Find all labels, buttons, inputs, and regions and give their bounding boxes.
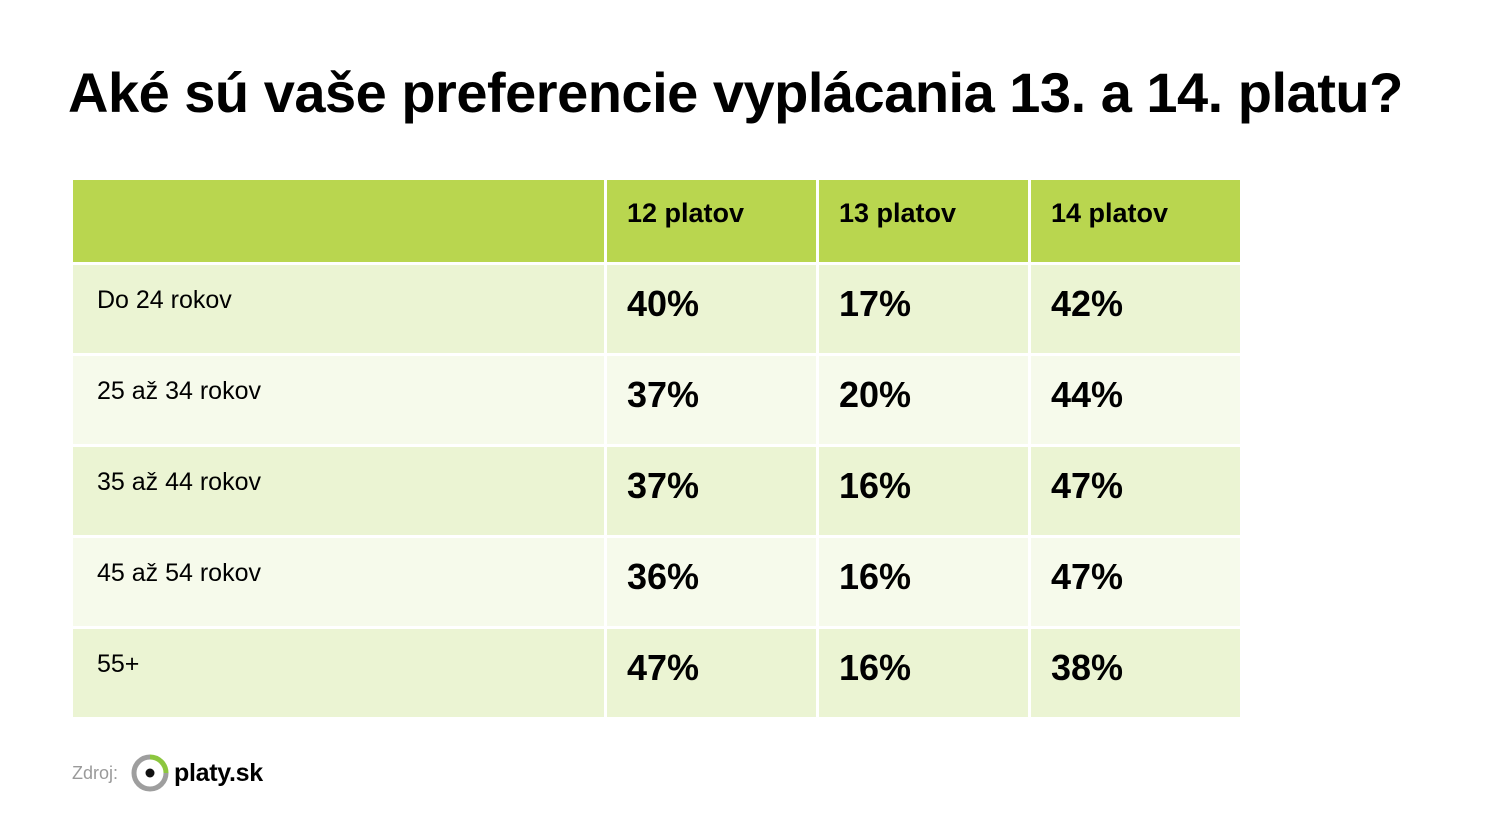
percentage-value: 40% xyxy=(627,283,700,324)
header-cell-12-platov: 12 platov xyxy=(607,180,816,262)
header-label: 12 platov xyxy=(627,198,745,228)
platy-ring-icon xyxy=(131,754,169,792)
value-cell: 47% xyxy=(1031,447,1240,535)
value-cell: 47% xyxy=(1031,538,1240,626)
percentage-value: 47% xyxy=(1051,556,1124,597)
percentage-value: 47% xyxy=(1051,465,1124,506)
chart-title: Aké sú vaše preferencie vyplácania 13. a… xyxy=(68,61,1403,124)
percentage-value: 16% xyxy=(839,647,912,688)
value-cell: 38% xyxy=(1031,629,1240,717)
value-cell: 40% xyxy=(607,265,816,353)
header-cell-14-platov: 14 platov xyxy=(1031,180,1240,262)
age-group-label: 55+ xyxy=(97,650,140,678)
platy-sk-logo: platy.sk xyxy=(130,753,263,793)
percentage-value: 16% xyxy=(839,556,912,597)
row-label-cell: 55+ xyxy=(73,629,604,717)
value-cell: 16% xyxy=(819,629,1028,717)
source-footer: Zdroj: platy.sk xyxy=(72,748,263,798)
table-row: 25 až 34 rokov 37% 20% 44% xyxy=(73,356,1240,444)
percentage-value: 37% xyxy=(627,374,700,415)
value-cell: 16% xyxy=(819,538,1028,626)
header-cell-13-platov: 13 platov xyxy=(819,180,1028,262)
age-group-label: 25 až 34 rokov xyxy=(97,377,261,405)
table-row: 45 až 54 rokov 36% 16% 47% xyxy=(73,538,1240,626)
table-body: 12 platov 13 platov 14 platov Do 24 roko… xyxy=(73,180,1240,717)
value-cell: 20% xyxy=(819,356,1028,444)
age-group-label: Do 24 rokov xyxy=(97,286,232,314)
row-label-cell: Do 24 rokov xyxy=(73,265,604,353)
percentage-value: 36% xyxy=(627,556,700,597)
percentage-value: 17% xyxy=(839,283,912,324)
value-cell: 47% xyxy=(607,629,816,717)
percentage-value: 16% xyxy=(839,465,912,506)
row-label-cell: 35 až 44 rokov xyxy=(73,447,604,535)
header-label xyxy=(73,180,604,198)
header-label: 13 platov xyxy=(839,198,957,228)
value-cell: 42% xyxy=(1031,265,1240,353)
header-label: 14 platov xyxy=(1051,198,1169,228)
preferences-table: 12 platov 13 platov 14 platov Do 24 roko… xyxy=(70,177,1243,720)
percentage-value: 47% xyxy=(627,647,700,688)
table-row: 35 až 44 rokov 37% 16% 47% xyxy=(73,447,1240,535)
percentage-value: 44% xyxy=(1051,374,1124,415)
percentage-value: 20% xyxy=(839,374,912,415)
percentage-value: 37% xyxy=(627,465,700,506)
percentage-value: 38% xyxy=(1051,647,1124,688)
logo-text: platy.sk xyxy=(174,758,263,787)
value-cell: 37% xyxy=(607,356,816,444)
value-cell: 16% xyxy=(819,447,1028,535)
age-group-label: 35 až 44 rokov xyxy=(97,468,261,496)
row-label-cell: 45 až 54 rokov xyxy=(73,538,604,626)
value-cell: 44% xyxy=(1031,356,1240,444)
table-header-row: 12 platov 13 platov 14 platov xyxy=(73,180,1240,262)
row-label-cell: 25 až 34 rokov xyxy=(73,356,604,444)
table-row: 55+ 47% 16% 38% xyxy=(73,629,1240,717)
table-row: Do 24 rokov 40% 17% 42% xyxy=(73,265,1240,353)
source-label: Zdroj: xyxy=(72,762,119,783)
age-group-label: 45 až 54 rokov xyxy=(97,559,261,587)
percentage-value: 42% xyxy=(1051,283,1124,324)
value-cell: 37% xyxy=(607,447,816,535)
value-cell: 17% xyxy=(819,265,1028,353)
header-cell-empty xyxy=(73,180,604,262)
value-cell: 36% xyxy=(607,538,816,626)
